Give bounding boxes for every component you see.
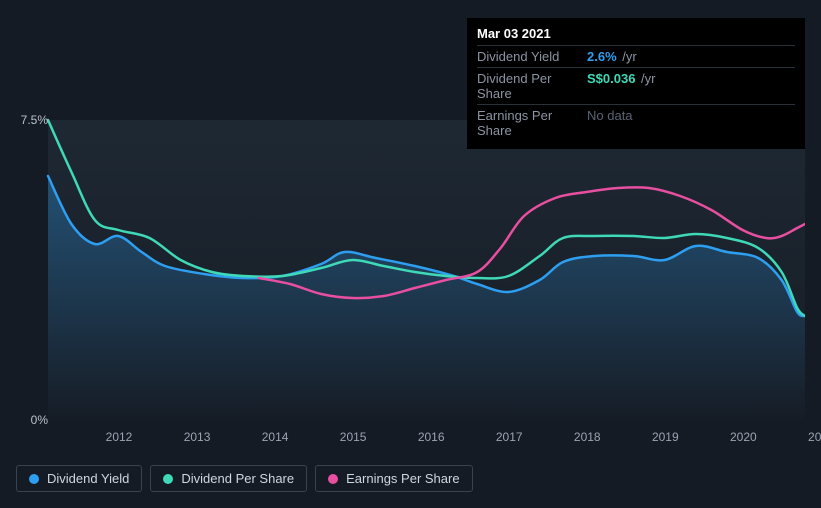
legend-item[interactable]: Earnings Per Share bbox=[315, 465, 472, 492]
x-axis-label: 2020 bbox=[730, 430, 757, 444]
legend-label: Dividend Yield bbox=[47, 471, 129, 486]
legend-label: Earnings Per Share bbox=[346, 471, 459, 486]
legend-label: Dividend Per Share bbox=[181, 471, 294, 486]
tooltip-row: Dividend Per ShareS$0.036 /yr bbox=[477, 67, 795, 104]
x-axis-label: 2018 bbox=[574, 430, 601, 444]
legend-dot-icon bbox=[29, 474, 39, 484]
x-axis-label: 2017 bbox=[496, 430, 523, 444]
x-axis-label: 2013 bbox=[184, 430, 211, 444]
tooltip-row: Dividend Yield2.6% /yr bbox=[477, 45, 795, 67]
tooltip-row-label: Earnings Per Share bbox=[477, 108, 587, 138]
tooltip-row: Earnings Per ShareNo data bbox=[477, 104, 795, 141]
x-axis-label: 2014 bbox=[262, 430, 289, 444]
tooltip-date: Mar 03 2021 bbox=[477, 26, 795, 45]
tooltip-row-label: Dividend Per Share bbox=[477, 71, 587, 101]
tooltip-row-label: Dividend Yield bbox=[477, 49, 587, 64]
x-axis-label: 2021 bbox=[808, 430, 821, 444]
tooltip-row-value: No data bbox=[587, 108, 633, 138]
legend-dot-icon bbox=[163, 474, 173, 484]
y-axis-label: 0% bbox=[31, 413, 48, 427]
x-axis-label: 2019 bbox=[652, 430, 679, 444]
legend-dot-icon bbox=[328, 474, 338, 484]
x-axis-label: 2012 bbox=[106, 430, 133, 444]
line-chart: 7.5% 0% bbox=[16, 105, 805, 450]
tooltip-row-value: 2.6% /yr bbox=[587, 49, 637, 64]
chart-tooltip: Mar 03 2021 Dividend Yield2.6% /yrDivide… bbox=[467, 18, 805, 149]
legend-item[interactable]: Dividend Per Share bbox=[150, 465, 307, 492]
x-axis-label: 2016 bbox=[418, 430, 445, 444]
tooltip-row-value: S$0.036 /yr bbox=[587, 71, 656, 101]
x-axis-label: 2015 bbox=[340, 430, 367, 444]
y-axis-label: 7.5% bbox=[21, 113, 48, 127]
legend-item[interactable]: Dividend Yield bbox=[16, 465, 142, 492]
chart-legend: Dividend Yield Dividend Per Share Earnings… bbox=[16, 465, 473, 492]
x-axis-labels: 2012201320142015201620172018201920202021 bbox=[48, 430, 805, 446]
